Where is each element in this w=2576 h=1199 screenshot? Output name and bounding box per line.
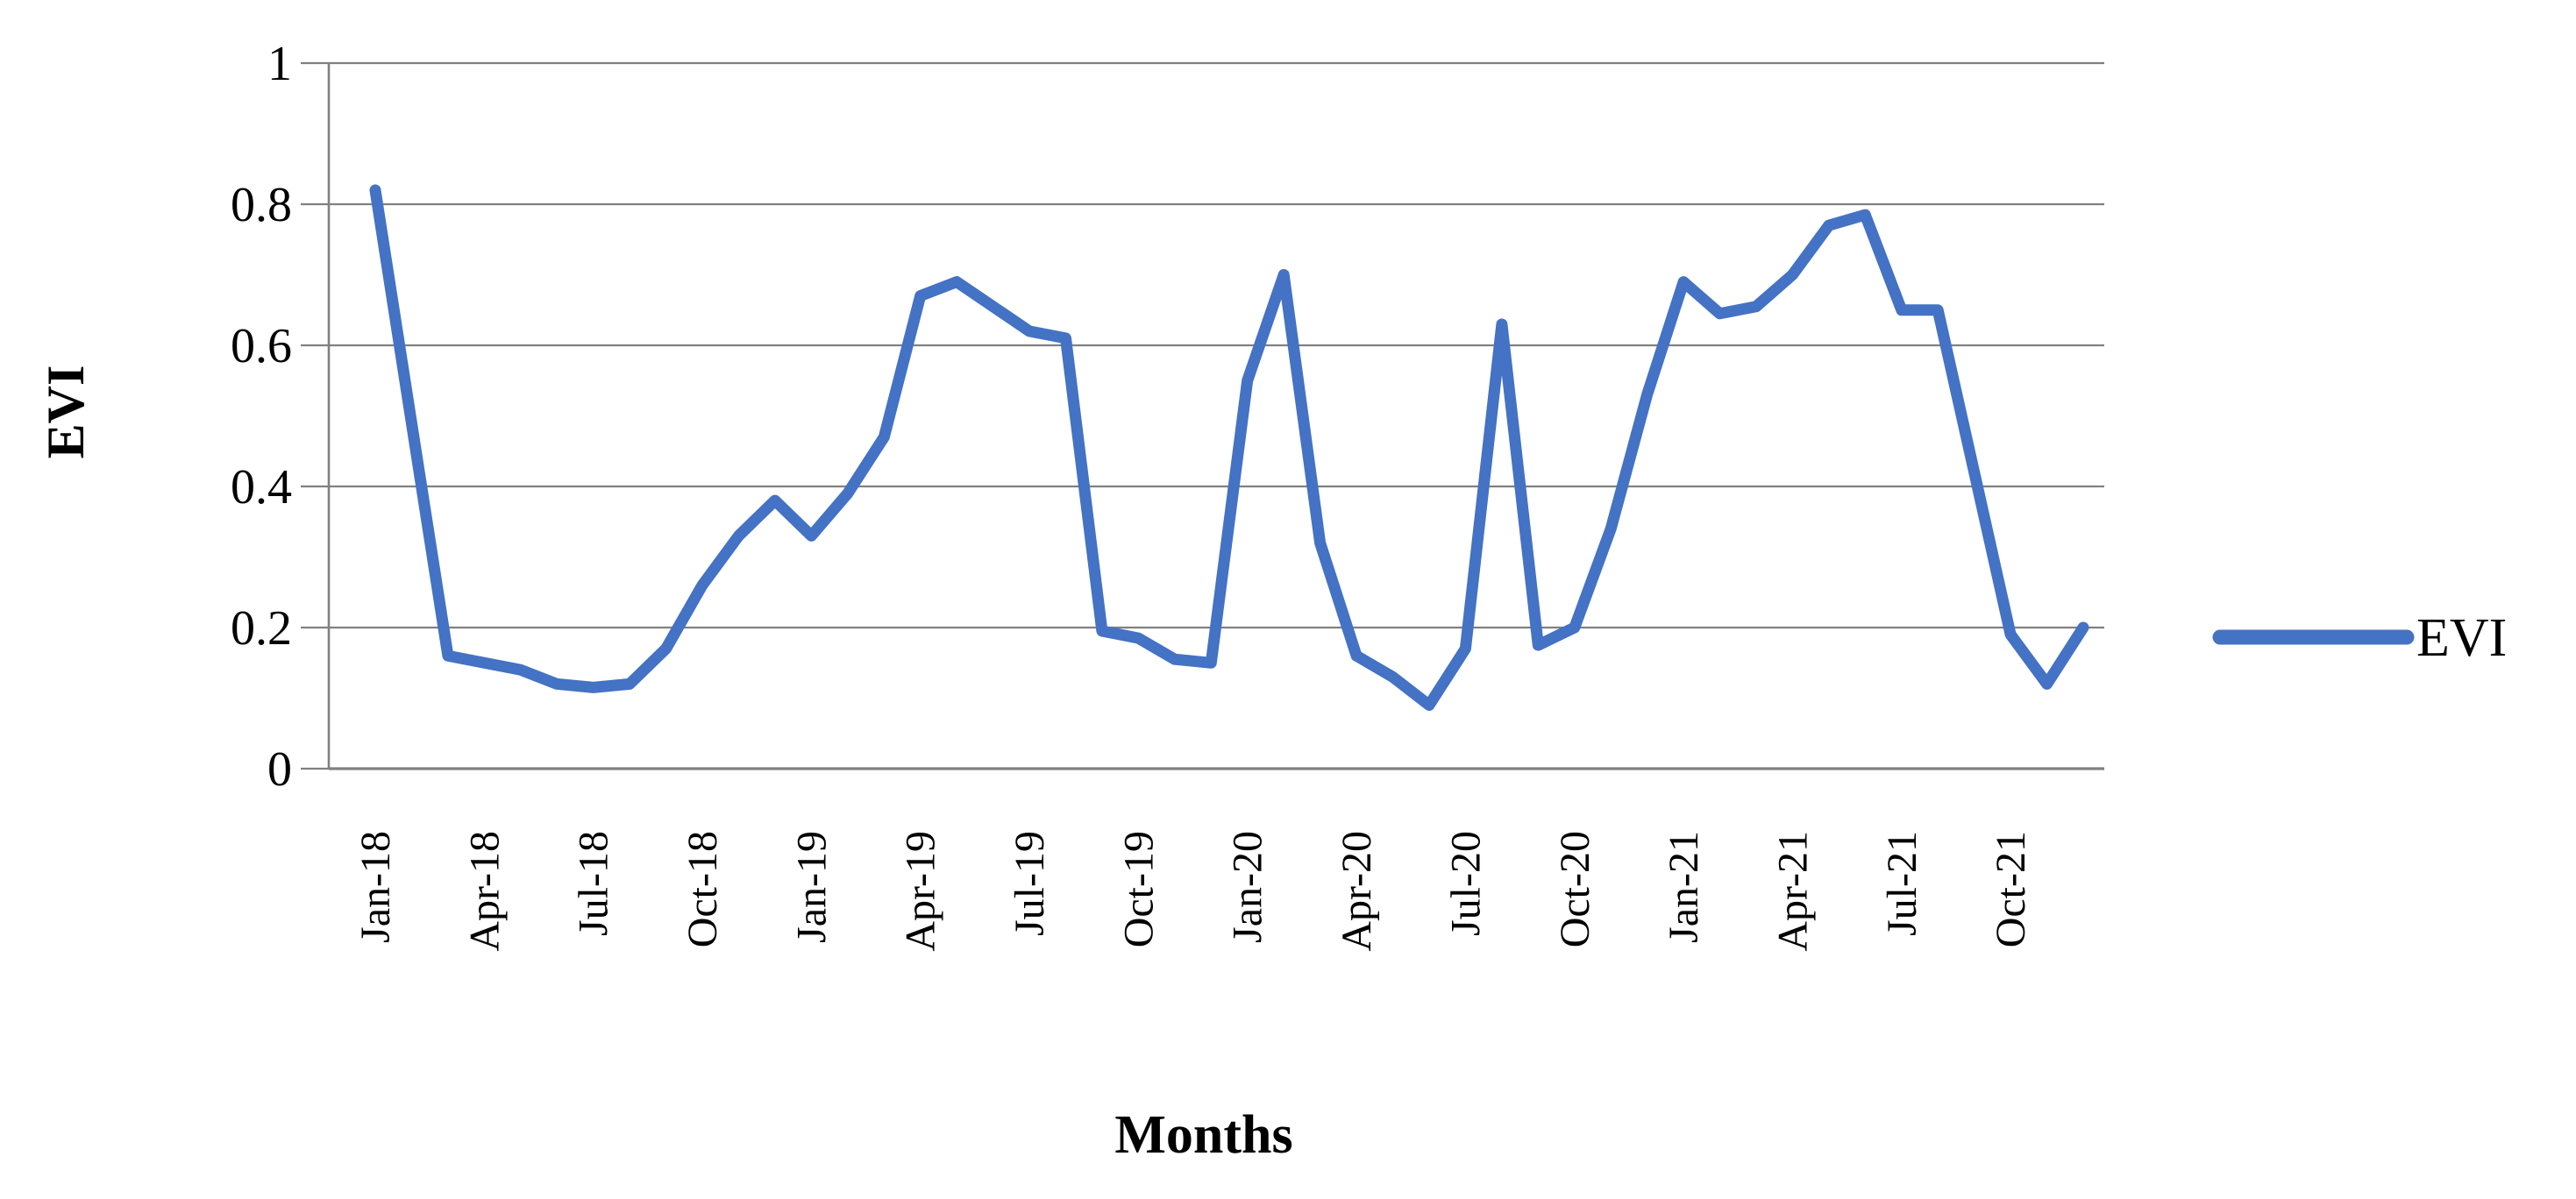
x-tick-label-Apr-18: Apr-18 <box>461 831 508 952</box>
x-tick-label-Apr-19: Apr-19 <box>898 831 944 952</box>
x-tick-label-Jul-18: Jul-18 <box>571 831 617 936</box>
evi-series-line <box>369 184 2089 711</box>
x-tick-label-Oct-20: Oct-20 <box>1552 831 1598 947</box>
y-axis-title: EVI <box>37 365 95 459</box>
x-tick-label-Apr-20: Apr-20 <box>1334 831 1380 952</box>
x-tick-label-Jul-20: Jul-20 <box>1442 831 1489 936</box>
y-tick-label-0.6: 0.6 <box>231 319 292 373</box>
x-tick-labels: Jan-18 Apr-18 Jul-18 Oct-18 Jan-19 Apr-19 Jul-… <box>352 831 2034 952</box>
y-tick-labels: 0 0.2 0.4 0.6 0.8 1 <box>231 37 292 797</box>
legend-series-label: EVI <box>2416 608 2507 668</box>
x-tick-label-Jan-21: Jan-21 <box>1661 831 1707 943</box>
y-tick-label-0.8: 0.8 <box>231 178 292 232</box>
legend: EVI <box>2212 608 2507 668</box>
x-tick-label-Oct-21: Oct-21 <box>1988 831 2034 947</box>
x-tick-label-Jan-18: Jan-18 <box>352 831 399 943</box>
x-tick-label-Jul-19: Jul-19 <box>1007 831 1053 936</box>
y-tick-label-0.4: 0.4 <box>231 460 292 514</box>
y-tick-label-1: 1 <box>267 37 292 91</box>
x-tick-label-Oct-18: Oct-18 <box>680 831 726 947</box>
x-tick-label-Jan-19: Jan-19 <box>788 831 835 943</box>
series-layer <box>369 184 2089 711</box>
x-tick-label-Jan-20: Jan-20 <box>1225 831 1271 943</box>
y-tick-label-0.2: 0.2 <box>231 601 292 656</box>
x-tick-label-Apr-21: Apr-21 <box>1769 831 1816 952</box>
y-tick-label-0: 0 <box>267 742 292 797</box>
x-axis-title: Months <box>1114 1105 1292 1165</box>
x-tick-label-Oct-19: Oct-19 <box>1115 831 1162 947</box>
x-tick-label-Jul-21: Jul-21 <box>1879 831 1925 936</box>
axes-layer <box>301 61 2104 770</box>
